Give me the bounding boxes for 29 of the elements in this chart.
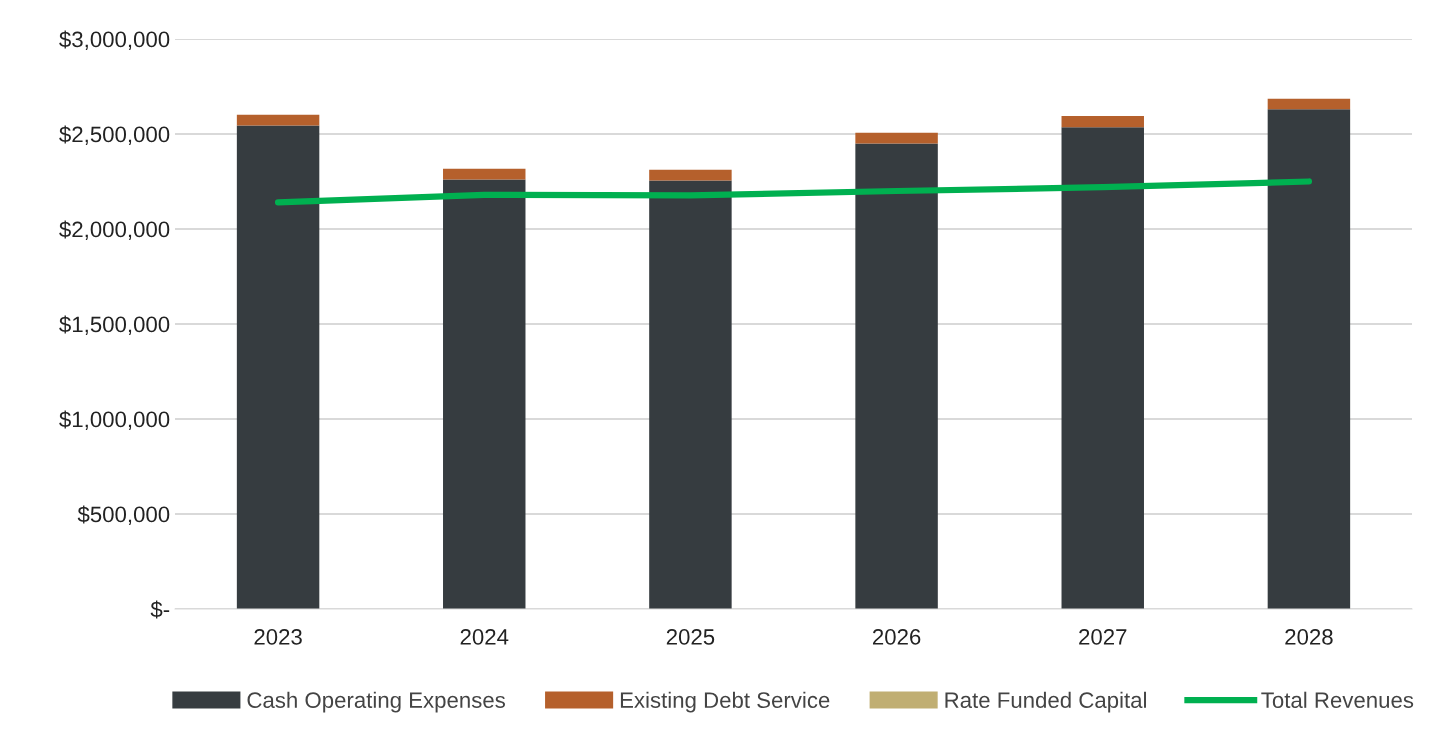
- bar: [855, 132, 938, 144]
- legend-label: Existing Debt Service: [620, 691, 830, 713]
- y-tick-label: $1,000,000: [59, 410, 170, 430]
- bar: [443, 168, 526, 180]
- legend-label: Total Revenues: [1261, 691, 1414, 709]
- y-tick-label: $3,000,000: [59, 30, 170, 50]
- bar: [1267, 109, 1351, 609]
- legend-label: Cash Operating Expenses: [247, 691, 505, 713]
- x-tick-label: 2023: [254, 629, 302, 645]
- bar: [649, 169, 732, 181]
- y-tick-label: $500,000: [77, 505, 170, 525]
- bar: [1267, 98, 1351, 110]
- y-tick-label: $-: [150, 600, 170, 619]
- legend-label: Rate Funded Capital: [945, 691, 1146, 713]
- x-tick-label: 2027: [1079, 629, 1127, 645]
- bar: [855, 143, 938, 609]
- bar: [443, 179, 526, 609]
- y-tick-label: $1,500,000: [59, 315, 170, 335]
- y-tick-label: $2,500,000: [59, 125, 170, 145]
- x-tick-label: 2024: [460, 629, 509, 645]
- bar: [236, 114, 320, 126]
- bar: [1061, 127, 1144, 609]
- x-tick-label: 2028: [1285, 629, 1333, 645]
- x-tick-label: 2026: [872, 629, 921, 645]
- y-tick-label: $2,000,000: [59, 220, 170, 240]
- x-tick-label: 2025: [666, 629, 715, 645]
- bar: [649, 180, 732, 609]
- bar: [1061, 115, 1144, 128]
- bar: [236, 125, 320, 609]
